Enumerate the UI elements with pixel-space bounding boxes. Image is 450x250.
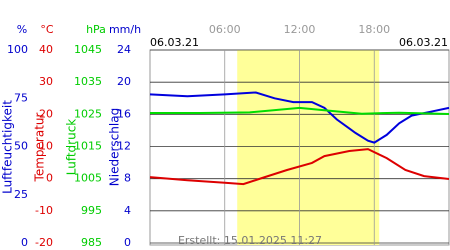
y-tick-label: 0	[46, 172, 53, 185]
axis-unit: °C	[40, 23, 54, 36]
axis-title: Luftdruck	[65, 119, 79, 176]
y-tick-label: 1045	[74, 43, 102, 56]
x-tick-label: 18:00	[358, 23, 390, 36]
y-tick-label: 8	[124, 172, 131, 185]
series-line	[149, 91, 450, 144]
y-tick-label: 16	[117, 107, 131, 120]
axis-unit: %	[17, 23, 27, 36]
axis-unit: hPa	[86, 23, 106, 36]
y-tick-label: 20	[117, 75, 131, 88]
y-tick-label: 0	[21, 236, 28, 249]
axis-title: Temperatur	[33, 112, 47, 182]
y-tick-label: 1005	[74, 172, 102, 185]
axis-unit: mm/h	[109, 23, 141, 36]
y-tick-label: -20	[35, 236, 53, 249]
x-tick-label: 12:00	[284, 23, 316, 36]
y-tick-label: 20	[39, 107, 53, 120]
y-tick-label: 25	[14, 188, 28, 201]
y-tick-label: 50	[14, 140, 28, 153]
y-tick-label: 1035	[74, 75, 102, 88]
daylight	[237, 50, 380, 245]
y-tick-label: 995	[81, 204, 102, 217]
series-line	[149, 148, 450, 186]
y-tick-label: 10	[39, 140, 53, 153]
y-tick-label: 1025	[74, 107, 102, 120]
start-date: 06.03.21	[150, 36, 199, 49]
series-line	[150, 106, 450, 115]
x-tick-label: 06:00	[209, 23, 241, 36]
y-tick-label: 985	[81, 236, 102, 249]
y-tick-label: 30	[39, 75, 53, 88]
y-tick-label: 40	[39, 43, 53, 56]
footer: Erstellt: 15.01.2025 11:27	[178, 234, 322, 247]
y-tick-label: 0	[124, 236, 131, 249]
y-tick-label: 4	[124, 204, 131, 217]
axis-title: Luftfeuchtigkeit	[1, 100, 15, 194]
y-tick-label: 1015	[74, 140, 102, 153]
y-tick-label: -10	[35, 204, 53, 217]
y-tick-label: 12	[117, 140, 131, 153]
y-tick-label: 24	[117, 43, 131, 56]
y-tick-label: 75	[14, 91, 28, 104]
end-date: 06.03.21	[399, 36, 448, 49]
axis-title: Niederschlag	[108, 108, 122, 186]
y-tick-label: 100	[7, 43, 28, 56]
